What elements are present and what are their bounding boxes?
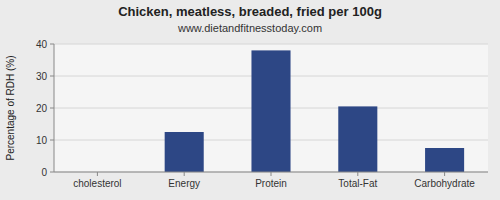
x-tick	[97, 172, 98, 176]
x-tick	[357, 172, 358, 176]
y-axis-label: Percentage of RDH (%)	[5, 55, 16, 160]
grid	[54, 44, 488, 172]
y-tick	[50, 172, 54, 173]
page: {"chart_data": {"type": "bar", "title": …	[0, 0, 500, 200]
bars	[165, 50, 464, 172]
y-tick-label: 40	[36, 39, 48, 50]
y-tick	[50, 140, 54, 141]
x-axis: cholesterol Energy Protein Total-Fat Carbohy…	[73, 172, 475, 189]
plot-background	[54, 44, 488, 172]
y-axis: 0 10 20 30 40	[36, 39, 54, 178]
y-tick-label: 30	[36, 71, 48, 82]
title: Chicken, meatless, breaded, fried per 10…	[118, 4, 382, 19]
x-tick-label: Energy	[168, 178, 200, 189]
bar	[425, 148, 464, 172]
x-tick	[184, 172, 185, 176]
x-tick-label: cholesterol	[73, 178, 121, 189]
grid-line	[54, 44, 488, 45]
chart: Chicken, meatless, breaded, fried per 10…	[0, 0, 500, 200]
bar	[251, 50, 290, 172]
x-tick	[444, 172, 445, 176]
x-tick-label: Total-Fat	[338, 178, 377, 189]
y-tick-label: 20	[36, 103, 48, 114]
y-tick-label: 10	[36, 135, 48, 146]
y-tick	[50, 108, 54, 109]
x-tick	[271, 172, 272, 176]
y-axis-line	[54, 44, 55, 172]
subtitle: www.dietandfitnesstoday.com	[177, 22, 322, 34]
x-tick-label: Carbohydrate	[414, 178, 475, 189]
x-tick-label: Protein	[255, 178, 287, 189]
y-tick	[50, 44, 54, 45]
bar	[165, 132, 204, 172]
y-tick	[50, 76, 54, 77]
bar	[338, 106, 377, 172]
y-tick-label: 0	[41, 167, 47, 178]
